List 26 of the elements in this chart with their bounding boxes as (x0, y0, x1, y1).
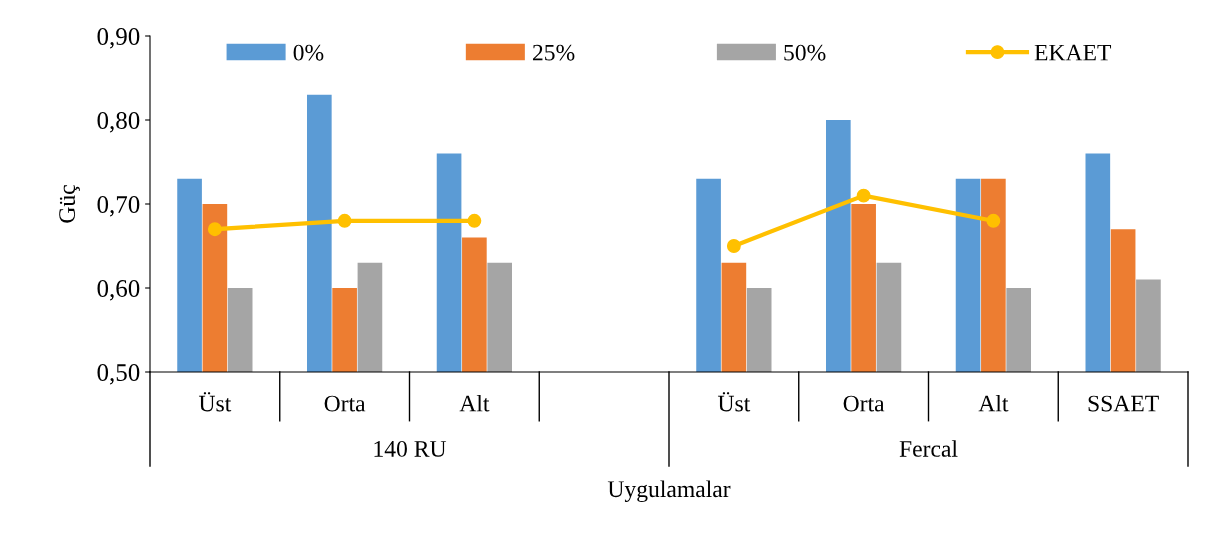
point (726, 239, 741, 253)
legend-label: 50% (784, 44, 826, 61)
y-tick-label: 0,50 (97, 364, 140, 385)
y-axis-title: Güç (59, 185, 80, 223)
text: 140 RU (374, 440, 447, 457)
legend-label: 25% (532, 44, 575, 61)
x-tick-label: Alt (978, 394, 1009, 412)
point (467, 213, 482, 228)
x-tick-label: SSAET (1088, 395, 1159, 412)
y-tick-label: 0,80 (97, 112, 140, 133)
x-tick-label: Üst (717, 392, 751, 412)
x-tick-label: Alt (459, 394, 490, 412)
legend-label: 0% (293, 44, 324, 61)
point (337, 213, 352, 228)
y-tick-label: 0,70 (97, 196, 140, 217)
x-tick-label: Orta (843, 395, 885, 412)
y-tick-label: 0,90 (97, 28, 140, 49)
x-tick-label: Üst (198, 392, 232, 412)
text: Fercal (899, 440, 958, 457)
x-tick-label: Orta (324, 395, 366, 412)
point (986, 213, 1001, 228)
point (207, 222, 222, 237)
point (856, 188, 871, 203)
legend-label: EKAET (1034, 44, 1112, 61)
y-tick-label: 0,60 (97, 280, 140, 301)
x-axis-title: Uygulamalar (607, 480, 731, 503)
